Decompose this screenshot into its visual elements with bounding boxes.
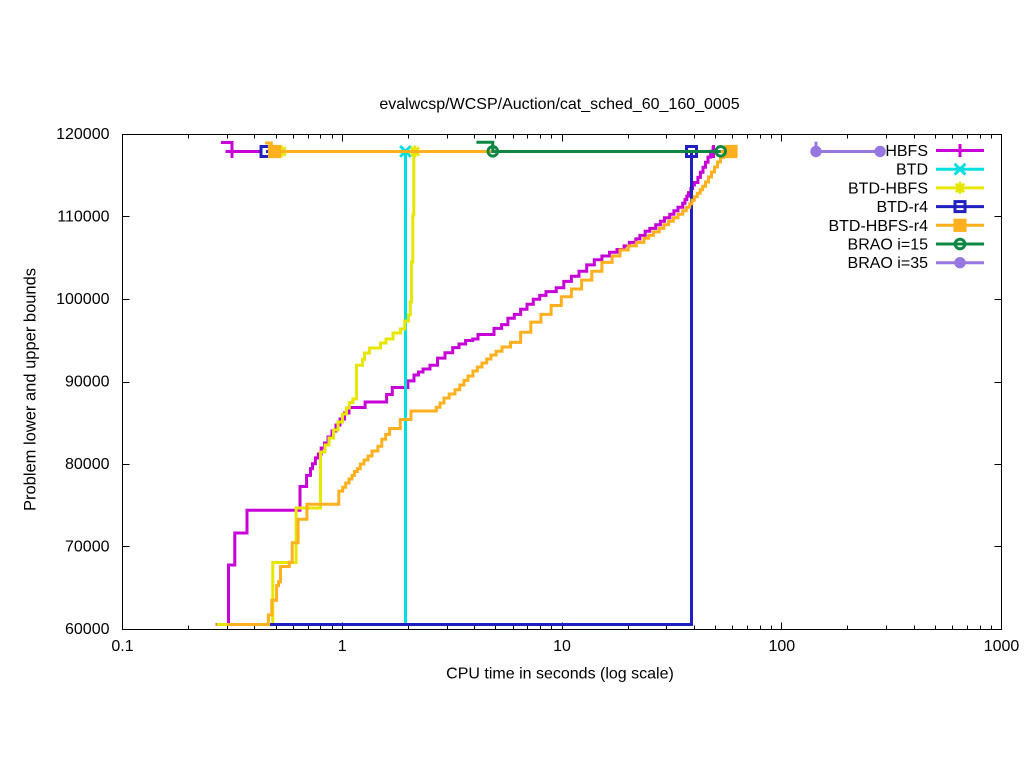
- svg-text:80000: 80000: [65, 456, 110, 473]
- svg-text:Problem lower and upper bounds: Problem lower and upper bounds: [22, 268, 40, 511]
- svg-text:10: 10: [553, 638, 571, 655]
- svg-text:110000: 110000: [57, 209, 109, 226]
- svg-text:BRAO i=35: BRAO i=35: [848, 255, 929, 272]
- svg-text:evalwcsp/WCSP/Auction/cat_sche: evalwcsp/WCSP/Auction/cat_sched_60_160_0…: [379, 96, 739, 113]
- svg-text:CPU time in seconds (log scale: CPU time in seconds (log scale): [446, 666, 674, 683]
- svg-text:BTD-r4: BTD-r4: [876, 199, 928, 216]
- svg-text:1: 1: [338, 638, 347, 655]
- svg-text:70000: 70000: [65, 539, 110, 556]
- svg-text:120000: 120000: [56, 126, 109, 143]
- svg-text:1000: 1000: [984, 638, 1020, 655]
- svg-text:100: 100: [768, 638, 795, 655]
- svg-text:HBFS: HBFS: [885, 143, 928, 160]
- svg-text:BTD: BTD: [896, 162, 928, 179]
- svg-text:0.1: 0.1: [111, 638, 133, 655]
- svg-text:BRAO i=15: BRAO i=15: [848, 237, 929, 254]
- svg-text:100000: 100000: [56, 291, 109, 308]
- svg-text:BTD-HBFS: BTD-HBFS: [848, 180, 928, 197]
- svg-text:90000: 90000: [65, 374, 110, 391]
- svg-text:60000: 60000: [65, 621, 110, 638]
- svg-text:BTD-HBFS-r4: BTD-HBFS-r4: [828, 218, 928, 235]
